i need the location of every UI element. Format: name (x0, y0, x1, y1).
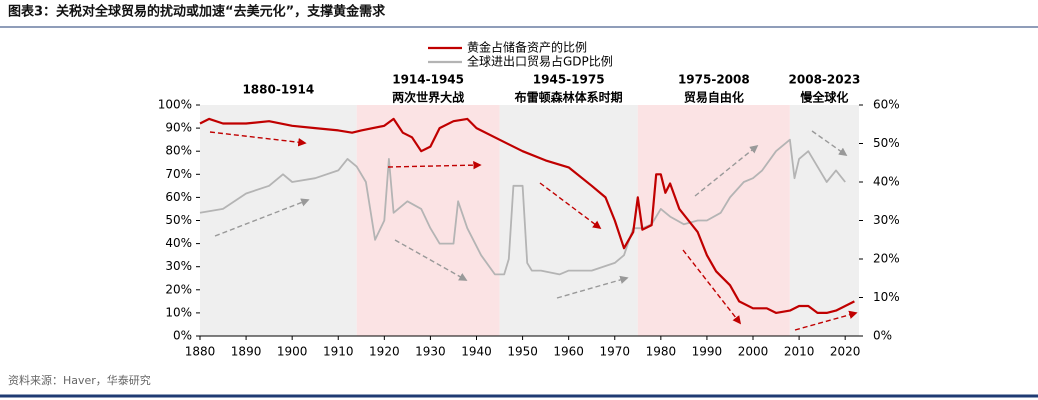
y-tick-label: 90% (165, 121, 192, 135)
y2-tick-label: 50% (873, 136, 900, 150)
x-tick-label: 1980 (646, 345, 677, 359)
y2-tick-label: 30% (873, 213, 900, 227)
arrow (694, 144, 759, 197)
period-note: 贸易自由化 (684, 90, 744, 105)
y-tick-label: 0% (173, 329, 192, 343)
arrow (539, 182, 602, 230)
x-tick-label: 2020 (830, 345, 861, 359)
y-tick-label: 20% (165, 282, 192, 296)
series-line (199, 117, 855, 314)
x-tick-label: 1930 (415, 345, 446, 359)
source-note: 资料来源：Haver，华泰研究 (8, 373, 151, 387)
period-note: 慢全球化 (800, 90, 848, 105)
period-label: 2008-2023 (789, 73, 861, 87)
x-tick-label: 1960 (553, 345, 584, 359)
y-tick-label: 70% (165, 167, 192, 181)
series-line (199, 138, 846, 276)
x-tick-label: 2010 (784, 345, 815, 359)
x-tick-label: 1970 (599, 345, 630, 359)
period-label: 1880-1914 (242, 83, 314, 97)
x-tick-label: 1890 (231, 345, 262, 359)
arrow (811, 130, 848, 156)
trend-arrows (209, 130, 858, 331)
x-tick-label: 1950 (507, 345, 538, 359)
y2-tick-label: 60% (873, 98, 900, 112)
x-tick-label: 1940 (461, 345, 492, 359)
x-tick-label: 1990 (692, 345, 723, 359)
y2-tick-label: 40% (873, 175, 900, 189)
period-label: 1914-1945 (392, 73, 464, 87)
y2-tick-label: 10% (873, 290, 900, 304)
legend-label: 黄金占储备资产的比例 (467, 40, 587, 55)
arrow (556, 275, 629, 299)
y-tick-label: 10% (165, 305, 192, 319)
x-tick-label: 1880 (185, 345, 216, 359)
x-tick-label: 2000 (738, 345, 769, 359)
x-tick-label: 1910 (323, 345, 354, 359)
y-tick-label: 30% (165, 259, 192, 273)
arrow (394, 239, 468, 281)
y-tick-label: 80% (165, 144, 192, 158)
period-label: 1945-1975 (533, 73, 605, 87)
period-note: 布雷顿森林体系时期 (515, 90, 623, 105)
period-note: 两次世界大战 (392, 90, 464, 105)
y-tick-label: 100% (158, 98, 192, 112)
page-title: 图表3：关税对全球贸易的扰动或加速“去美元化”，支撑黄金需求 (8, 4, 386, 20)
arrow (387, 160, 482, 170)
y-tick-label: 40% (165, 236, 192, 250)
x-tick-label: 1920 (369, 345, 400, 359)
arrow (214, 198, 310, 237)
x-tick-label: 1900 (277, 345, 308, 359)
y-tick-label: 60% (165, 190, 192, 204)
y2-tick-label: 20% (873, 252, 900, 266)
period-label: 1975-2008 (678, 73, 750, 87)
legend-label: 全球进出口贸易占GDP比例 (467, 54, 613, 69)
period-band (356, 105, 500, 336)
period-band (200, 105, 357, 336)
y-tick-label: 50% (165, 213, 192, 227)
period-band (789, 105, 859, 336)
period-band (637, 105, 790, 336)
period-band (499, 105, 638, 336)
arrow (794, 310, 858, 331)
y2-tick-label: 0% (873, 329, 892, 343)
